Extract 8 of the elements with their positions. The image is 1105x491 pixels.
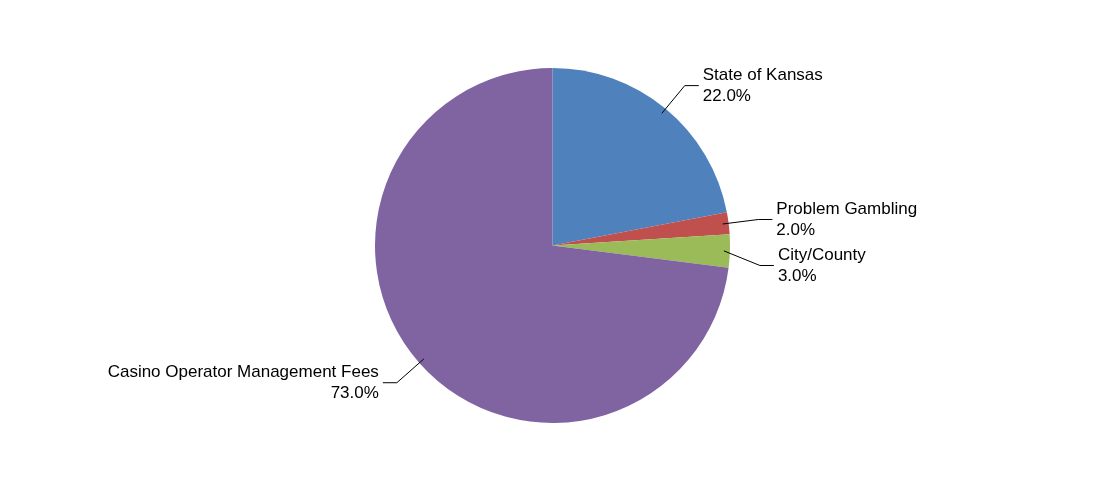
data-label: 3.0%: [777, 265, 817, 285]
data-label: 2.0%: [776, 219, 816, 239]
slice-label: State of Kansas: [702, 64, 823, 84]
slice-label: City/County: [777, 244, 867, 264]
data-label: 22.0%: [702, 85, 751, 105]
slice-label: Casino Operator Management Fees: [107, 361, 379, 381]
slice-label: Problem Gambling: [776, 198, 918, 218]
data-label: 73.0%: [330, 382, 379, 402]
